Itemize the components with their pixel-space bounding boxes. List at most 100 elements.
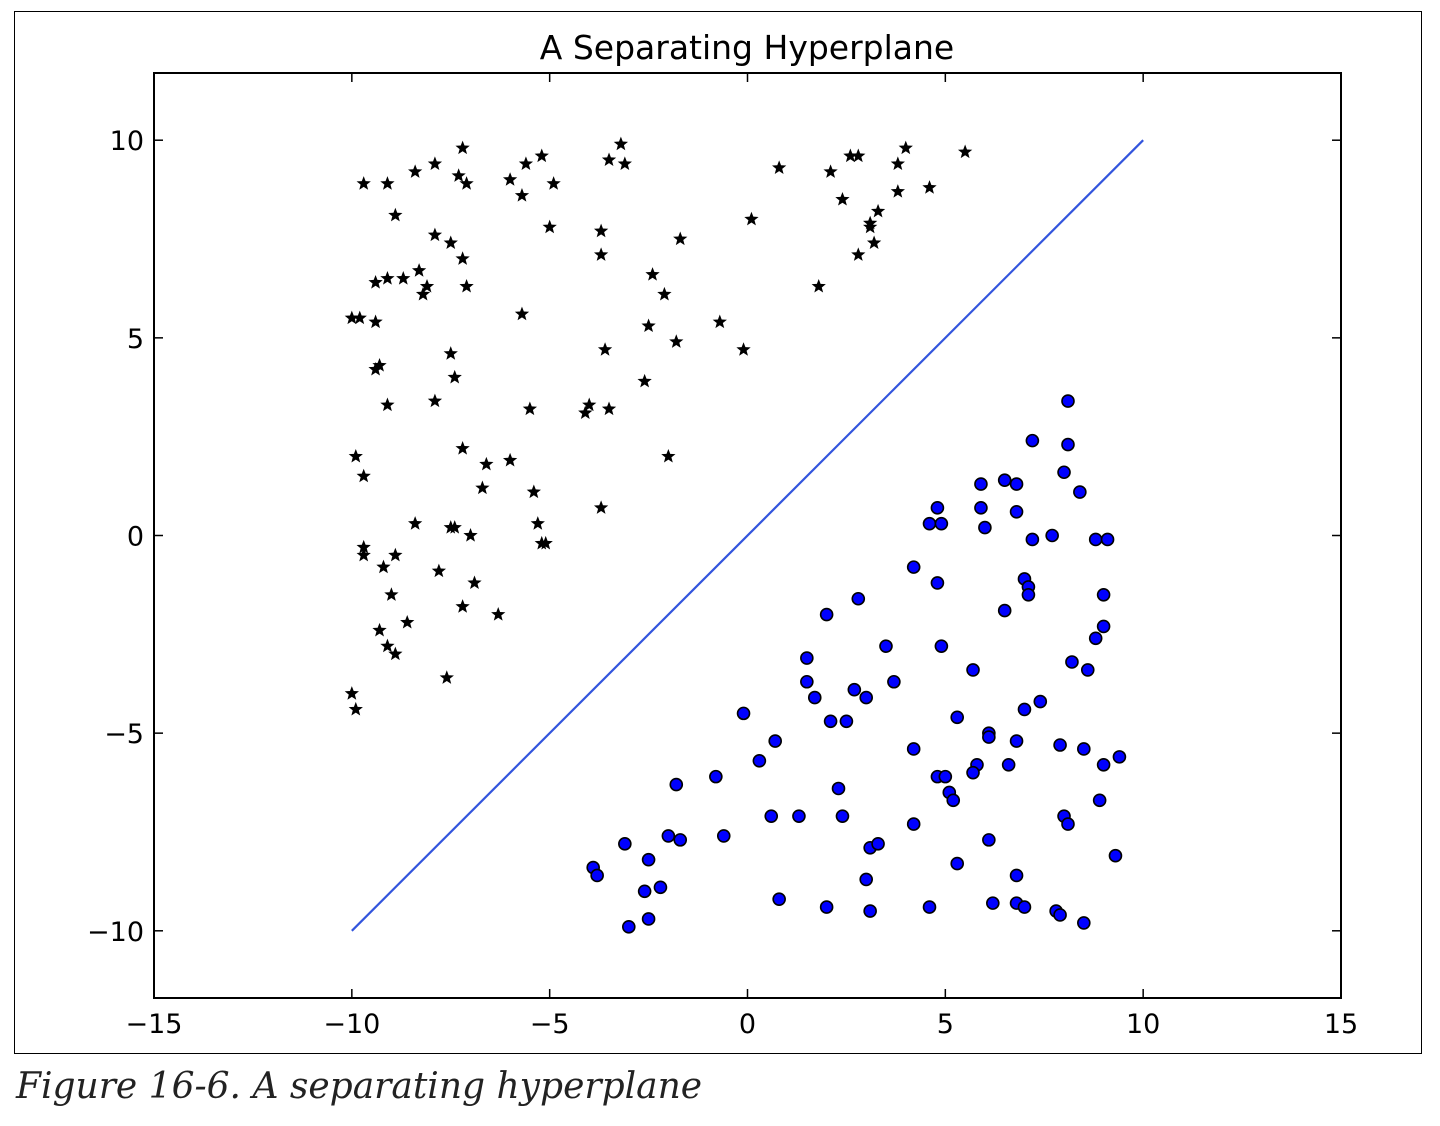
y-tick-label: −5 bbox=[104, 719, 144, 750]
star-point bbox=[356, 547, 371, 562]
star-point bbox=[597, 342, 613, 356]
star-point bbox=[388, 207, 403, 222]
star-point bbox=[380, 271, 395, 285]
circle-point bbox=[851, 591, 866, 606]
star-point bbox=[835, 192, 850, 206]
star-point bbox=[344, 310, 359, 325]
circle-point bbox=[590, 868, 604, 883]
circle-point bbox=[906, 560, 921, 574]
y-tick-label: 5 bbox=[127, 324, 144, 355]
star-point bbox=[451, 168, 466, 182]
circle-point bbox=[1009, 734, 1024, 748]
circle-point bbox=[906, 742, 921, 756]
star-point bbox=[431, 563, 447, 578]
star-point bbox=[890, 156, 905, 170]
circle-point bbox=[823, 714, 838, 729]
scatter-chart: A Separating Hyperplane −15 −10 −5 0 5 10 15−1… bbox=[87, 28, 1358, 1040]
star-point bbox=[467, 575, 482, 589]
circle-point bbox=[986, 896, 1000, 910]
marks-layer bbox=[344, 136, 1144, 934]
circle-point bbox=[716, 829, 731, 843]
star-point bbox=[455, 251, 470, 265]
star-point bbox=[427, 393, 443, 408]
star-point bbox=[455, 140, 470, 155]
star-point bbox=[396, 271, 411, 285]
circle-point bbox=[922, 900, 937, 914]
star-point bbox=[851, 148, 866, 163]
circle-point bbox=[906, 817, 921, 831]
star-point bbox=[443, 235, 458, 250]
star-point bbox=[408, 516, 423, 530]
circle-point bbox=[669, 777, 684, 792]
star-point bbox=[380, 176, 395, 190]
circle-point bbox=[1088, 631, 1103, 646]
y-tick-label: −10 bbox=[87, 917, 144, 948]
circle-point bbox=[800, 674, 814, 689]
y-tick-label: 0 bbox=[127, 522, 144, 553]
chart-title: A Separating Hyperplane bbox=[540, 28, 954, 67]
x-tick-label: 15 bbox=[1324, 1009, 1358, 1040]
star-point bbox=[870, 203, 886, 218]
star-point bbox=[863, 215, 878, 230]
star-point bbox=[376, 559, 391, 574]
star-point bbox=[601, 152, 617, 167]
circle-point bbox=[859, 872, 874, 887]
circle-point bbox=[1033, 694, 1048, 709]
star-point bbox=[823, 164, 838, 178]
star-point bbox=[447, 369, 462, 384]
circle-point bbox=[1017, 900, 1032, 914]
x-tick-label: −10 bbox=[323, 1009, 380, 1040]
star-point bbox=[578, 405, 593, 420]
circle-point bbox=[930, 576, 945, 590]
circle-point bbox=[641, 852, 656, 867]
circle-point bbox=[1073, 485, 1087, 499]
star-point bbox=[534, 148, 549, 163]
circle-point bbox=[871, 837, 885, 851]
circle-point bbox=[831, 781, 846, 796]
star-point bbox=[388, 646, 403, 661]
circle-point bbox=[1045, 528, 1059, 543]
circle-point bbox=[768, 734, 782, 748]
circle-point bbox=[1088, 532, 1103, 547]
circle-point bbox=[1053, 908, 1067, 922]
separating-hyperplane-line bbox=[351, 139, 1144, 932]
star-point bbox=[772, 160, 787, 174]
circle-point bbox=[1077, 742, 1091, 756]
circle-point bbox=[966, 663, 980, 677]
circle-point bbox=[618, 837, 632, 851]
circle-point bbox=[772, 892, 786, 906]
star-point bbox=[455, 599, 470, 613]
circle-point bbox=[792, 809, 806, 823]
circle-point bbox=[835, 809, 850, 823]
circle-point bbox=[974, 501, 988, 515]
circle-point bbox=[982, 833, 996, 847]
circle-point bbox=[887, 674, 901, 689]
circle-point bbox=[938, 769, 953, 784]
star-point bbox=[447, 520, 462, 534]
star-point bbox=[372, 358, 387, 372]
star-point bbox=[455, 441, 470, 455]
circle-point bbox=[1061, 437, 1075, 452]
circle-point bbox=[1009, 504, 1024, 519]
circle-point bbox=[1057, 465, 1071, 480]
star-point bbox=[641, 318, 656, 333]
star-point bbox=[542, 219, 557, 234]
star-point bbox=[380, 397, 395, 412]
x-tick-label: 5 bbox=[937, 1009, 954, 1040]
circle-point bbox=[1017, 702, 1032, 717]
circle-point bbox=[752, 754, 767, 768]
star-point bbox=[811, 278, 826, 293]
star-point bbox=[380, 638, 395, 653]
star-point bbox=[502, 172, 518, 186]
star-point bbox=[463, 528, 478, 542]
circle-point bbox=[1100, 532, 1115, 547]
circle-point bbox=[637, 884, 652, 899]
star-point bbox=[459, 278, 474, 293]
star-point bbox=[657, 286, 672, 301]
star-point bbox=[388, 547, 403, 562]
star-point bbox=[957, 144, 973, 159]
circle-point bbox=[934, 516, 949, 531]
circle-point bbox=[974, 477, 988, 491]
star-point bbox=[356, 176, 371, 190]
star-point bbox=[526, 484, 541, 499]
